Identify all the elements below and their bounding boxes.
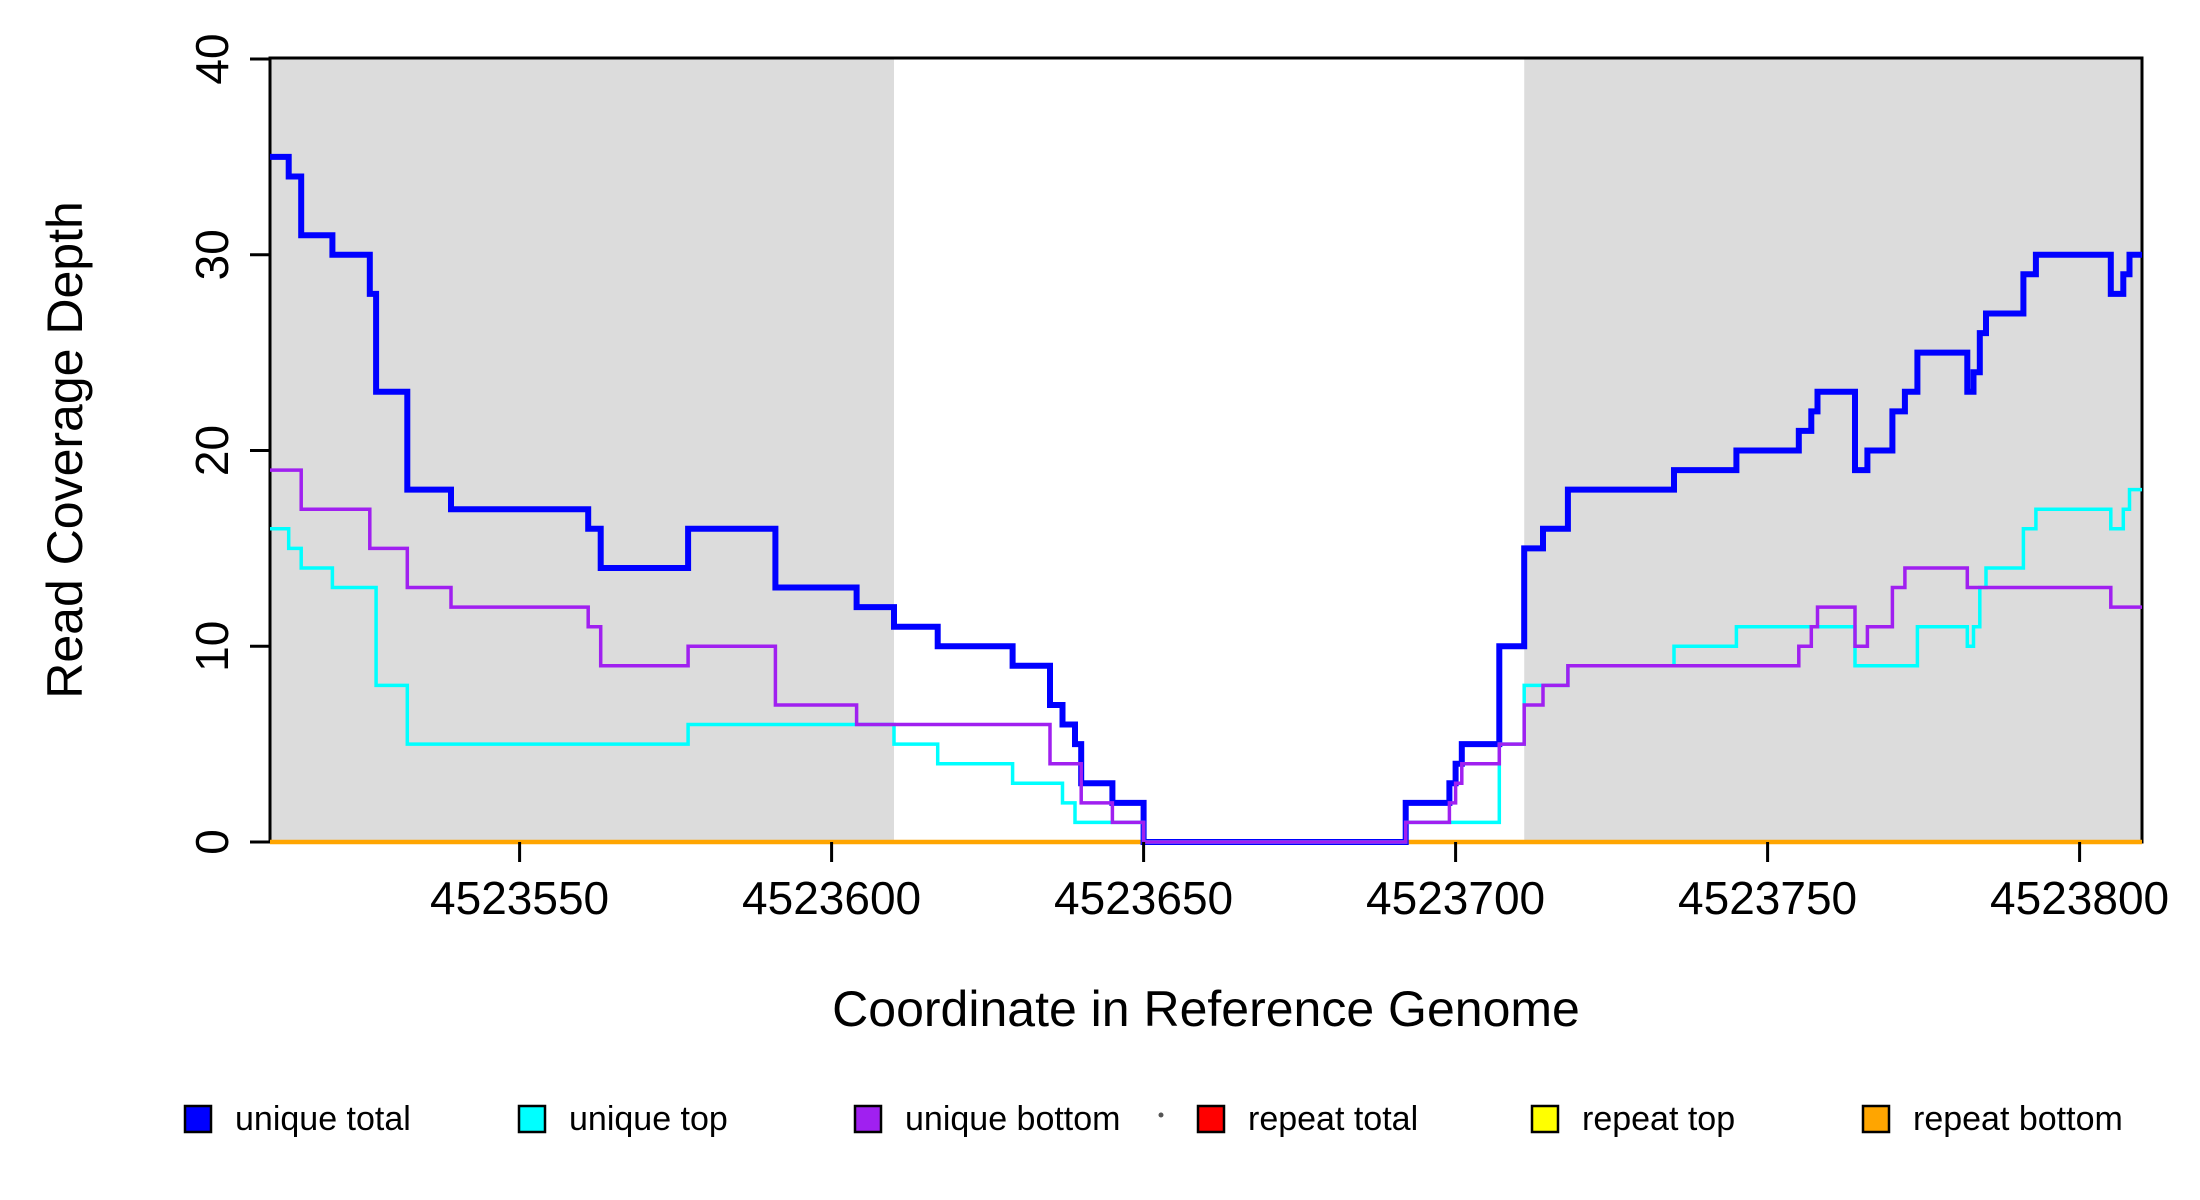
x-tick-label: 4523800 [1990,872,2169,924]
legend-swatch-unique-bottom [853,1104,883,1134]
legend-swatch-repeat-total [1196,1104,1226,1134]
legend-label-unique-top: unique top [569,1100,728,1138]
y-tick-label: 30 [186,229,238,280]
legend-swatch-repeat-bottom [1861,1104,1891,1134]
legend-label-repeat-top: repeat top [1582,1100,1735,1138]
legend-swatch-unique-total [183,1104,213,1134]
shaded-repeat-regions [270,59,2142,842]
series-line-unique-total [270,153,2142,845]
legend-label-repeat-total: repeat total [1248,1100,1418,1138]
x-tick-label: 4523600 [742,872,921,924]
left-repeat-shade [270,59,894,842]
x-tick-label: 4523750 [1678,872,1857,924]
x-tick-label: 4523700 [1366,872,1545,924]
y-tick-label: 40 [186,33,238,84]
x-tick-label: 4523650 [1054,872,1233,924]
x-axis-title: Coordinate in Reference Genome [832,981,1580,1037]
legend-label-unique-total: unique total [235,1100,411,1138]
legend-swatch-repeat-top [1530,1104,1560,1134]
legend: unique total unique top unique bottom repea… [183,1100,2123,1138]
right-repeat-shade [1524,59,2142,842]
y-tick-label: 0 [186,829,238,855]
coverage-step-lines [270,153,2142,845]
y-axis-title: Read Coverage Depth [37,201,93,699]
series-line-unique-bottom [270,468,2142,844]
y-tick-label: 10 [186,621,238,672]
legend-label-repeat-bottom: repeat bottom [1913,1100,2123,1138]
legend-swatch-unique-top [517,1104,547,1134]
y-tick-label: 20 [186,425,238,476]
legend-label-unique-bottom: unique bottom [905,1100,1121,1138]
stray-mark [1158,1112,1164,1118]
axes: 4523550 4523600 4523650 4523700 4523750 45238… [186,33,2169,924]
x-tick-label: 4523550 [430,872,609,924]
